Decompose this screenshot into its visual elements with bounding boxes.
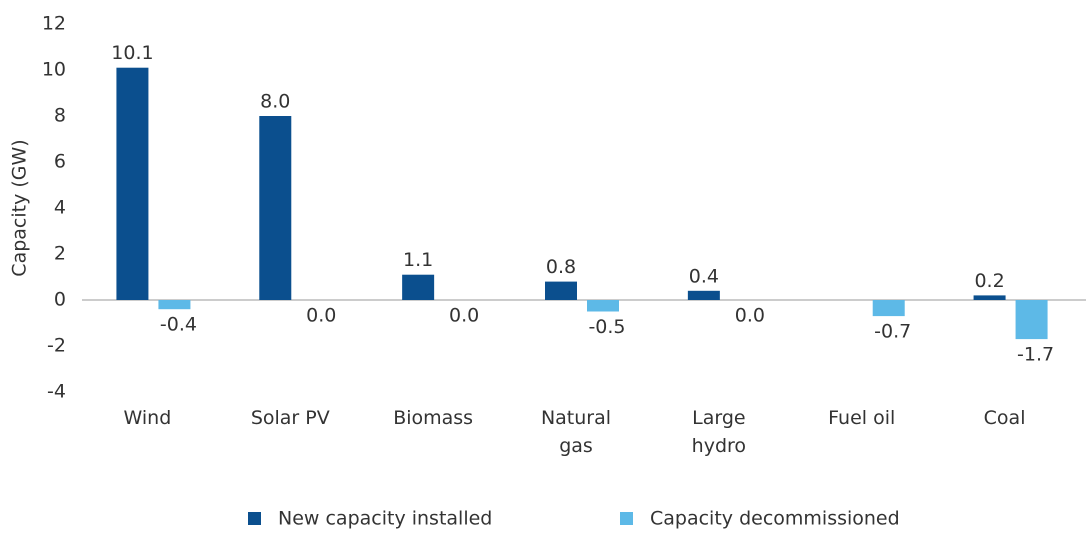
bar — [973, 295, 1006, 300]
bar — [116, 67, 149, 300]
data-label: 0.0 — [306, 305, 336, 327]
x-tick-label: Biomass — [393, 407, 473, 429]
legend-label: New capacity installed — [278, 508, 492, 530]
y-tick-label: 12 — [42, 13, 66, 35]
x-tick-label: Fuel oil — [828, 407, 895, 429]
data-label: 0.0 — [449, 305, 479, 327]
bar — [872, 300, 905, 317]
y-tick-label: -2 — [47, 335, 66, 357]
legend-swatch — [248, 512, 261, 525]
x-tick-label: Solar PV — [251, 407, 330, 429]
data-label: 0.8 — [546, 256, 576, 278]
y-tick-label: 0 — [54, 289, 66, 311]
data-label: 1.1 — [403, 249, 433, 271]
data-label: -0.5 — [588, 316, 625, 338]
legend-label: Capacity decommissioned — [650, 508, 900, 530]
y-tick-label: 6 — [54, 151, 66, 173]
x-tick-label: Natural gas — [541, 407, 611, 457]
data-label: -0.4 — [160, 314, 197, 336]
y-tick-label: 8 — [54, 105, 66, 127]
y-tick-label: -4 — [47, 381, 66, 403]
bar — [1015, 300, 1048, 340]
y-tick-label: 10 — [42, 59, 66, 81]
y-tick-label: 4 — [54, 197, 66, 219]
y-axis-label: Capacity (GW) — [9, 139, 31, 276]
bar — [587, 300, 619, 312]
data-label: 10.1 — [111, 42, 153, 64]
bar — [687, 290, 720, 300]
y-tick-label: 2 — [54, 243, 66, 265]
bar — [259, 116, 292, 300]
bar — [158, 300, 191, 310]
bar — [402, 274, 435, 300]
x-tick-label: Coal — [984, 407, 1026, 429]
x-tick-label: Large hydro — [692, 407, 746, 457]
data-label: -0.7 — [874, 321, 911, 343]
x-tick-label: Wind — [124, 407, 172, 429]
data-label: 0.4 — [689, 265, 719, 287]
legend-swatch — [620, 512, 633, 525]
data-label: 0.0 — [735, 305, 765, 327]
data-label: 0.2 — [974, 270, 1004, 292]
data-label: -1.7 — [1017, 344, 1054, 366]
data-label: 8.0 — [260, 91, 290, 113]
bar — [545, 281, 577, 300]
